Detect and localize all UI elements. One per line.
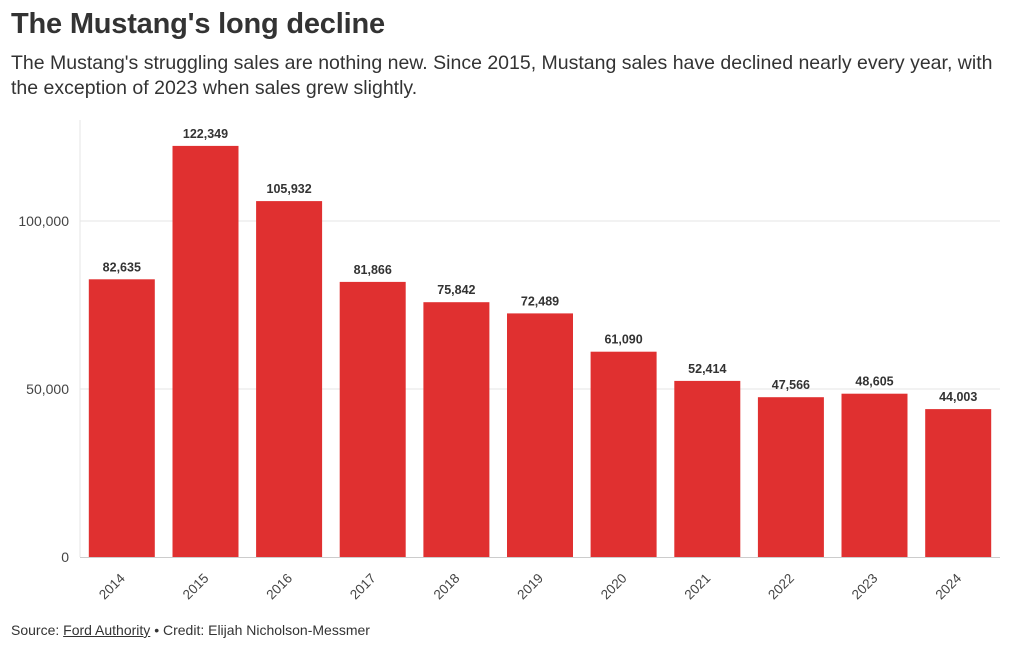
- chart-footer: Source: Ford Authority • Credit: Elijah …: [11, 622, 370, 638]
- bar-2016: [256, 201, 323, 557]
- data-label-2020: 61,090: [604, 333, 642, 347]
- source-link[interactable]: Ford Authority: [63, 622, 151, 638]
- bar-2014: [88, 279, 155, 557]
- data-label-2015: 122,349: [183, 127, 228, 141]
- bars: [88, 145, 992, 557]
- chart-subtitle: The Mustang's struggling sales are nothi…: [11, 52, 993, 99]
- y-tick-label: 100,000: [18, 213, 69, 229]
- bar-2022: [757, 397, 824, 557]
- bar-chart: 82,635 122,349 105,932 81,866 75,842 72,489 61…: [18, 120, 1000, 602]
- bar-2021: [674, 380, 741, 557]
- x-tick-label-2022: 2022: [765, 571, 797, 603]
- data-label-2024: 44,003: [939, 390, 977, 404]
- data-label-2016: 105,932: [267, 182, 312, 196]
- footer-separator: •: [154, 622, 160, 638]
- data-label-2018: 75,842: [437, 283, 475, 297]
- bar-2017: [339, 281, 406, 557]
- x-tick-label-2023: 2023: [849, 571, 881, 603]
- data-label-2017: 81,866: [354, 263, 392, 277]
- data-label-2014: 82,635: [103, 260, 141, 274]
- x-tick-label-2018: 2018: [431, 571, 463, 603]
- bar-2024: [925, 409, 992, 557]
- bar-2019: [507, 313, 573, 557]
- x-tick-label-2024: 2024: [932, 570, 964, 602]
- y-tick-label: 50,000: [26, 381, 69, 397]
- data-label-2023: 48,605: [855, 375, 893, 389]
- y-axis: 0 50,000 100,000: [18, 213, 69, 565]
- data-label-2019: 72,489: [521, 294, 559, 308]
- x-tick-label-2016: 2016: [263, 571, 295, 603]
- data-label-2022: 47,566: [772, 378, 810, 392]
- x-tick-label-2015: 2015: [180, 571, 212, 603]
- chart-title: The Mustang's long decline: [11, 8, 385, 40]
- x-tick-label-2014: 2014: [96, 570, 128, 602]
- x-tick-label-2021: 2021: [682, 571, 714, 603]
- source-label: Source:: [11, 622, 60, 638]
- x-tick-label-2019: 2019: [514, 571, 546, 603]
- y-tick-label: 0: [61, 549, 69, 565]
- x-axis: 2014 2015 2016 2017 2018 2019 2020 2021 2022 2023…: [96, 570, 965, 602]
- credit-text: Credit: Elijah Nicholson-Messmer: [162, 622, 370, 638]
- x-tick-label-2020: 2020: [598, 571, 630, 603]
- data-labels: 82,635 122,349 105,932 81,866 75,842 72,489 61…: [103, 127, 978, 404]
- bar-2015: [172, 145, 239, 557]
- data-label-2021: 52,414: [688, 362, 726, 376]
- bar-2023: [841, 393, 908, 557]
- x-tick-label-2017: 2017: [347, 571, 379, 603]
- bar-2020: [590, 351, 657, 557]
- bar-2018: [423, 302, 490, 557]
